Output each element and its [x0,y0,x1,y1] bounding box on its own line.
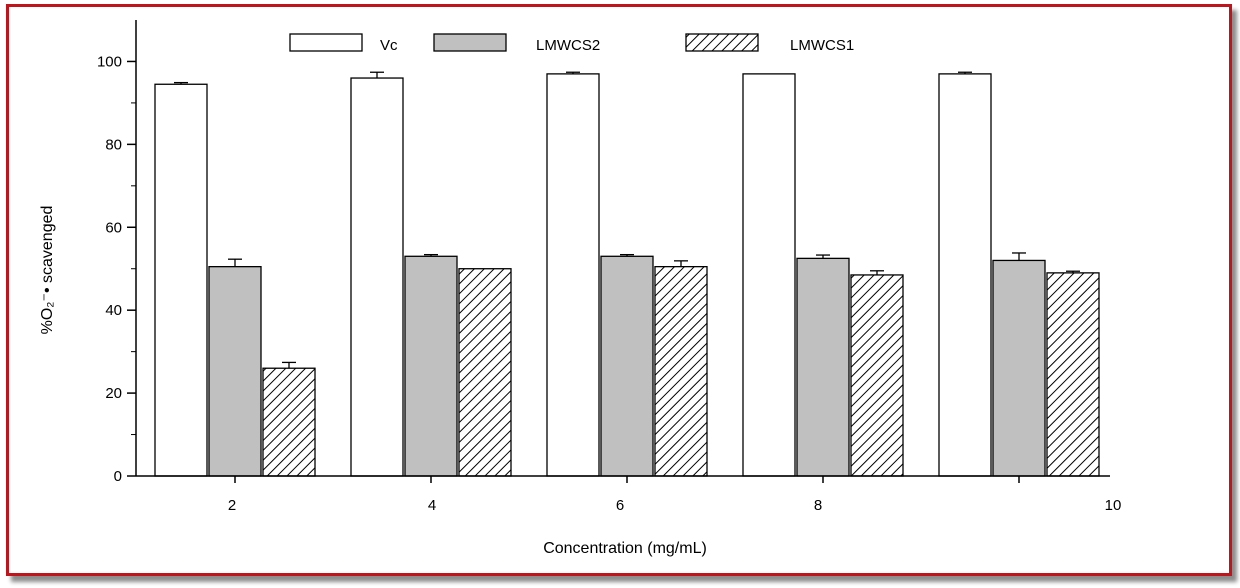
bar-lmwcs2-2 [208,266,262,477]
bar-vc-6 [546,73,600,477]
bar-vc-2 [154,83,208,477]
x-tick-label: 6 [616,497,624,514]
x-tick-label: 8 [814,497,822,514]
legend: Vc LMWCS2 LMWCS1 [289,33,854,54]
legend-label-lmwcs1: LMWCS1 [790,37,854,54]
legend-swatch-lmwcs2 [433,33,507,52]
bar-lmwcs2-6 [600,255,654,477]
y-axis-title: %O₂⁻• scavenged [39,206,56,335]
y-tick-label: 100 [97,53,122,70]
legend-swatch-vc [289,33,363,52]
legend-label-lmwcs2: LMWCS2 [536,37,600,54]
x-tick-label: 4 [428,497,436,514]
x-ticks: 2 4 6 8 10 [228,476,1122,514]
y-tick-label: 40 [105,302,122,319]
bar-lmwcs1-6 [654,266,708,477]
bar-vc-4 [350,77,404,477]
y-tick-label: 80 [105,136,122,153]
legend-swatch-lmwcs1 [685,33,759,52]
y-ticks: 0 20 40 60 80 100 [97,53,136,485]
bar-lmwcs1-4 [458,268,512,477]
x-tick-label: 10 [1105,497,1122,514]
legend-label-vc: Vc [380,37,398,54]
bar-lmwcs2-4 [404,255,458,477]
bar-vc-8 [742,73,796,477]
x-tick-label: 2 [228,497,236,514]
y-tick-label: 60 [105,219,122,236]
bar-lmwcs2-8 [796,257,850,477]
bar-lmwcs2-10 [992,259,1046,477]
bar-lmwcs1-10 [1046,272,1100,477]
bar-lmwcs1-2 [262,367,316,477]
bars-group [154,71,1100,477]
bar-lmwcs1-8 [850,274,904,477]
x-axis-title: Concentration (mg/mL) [543,540,707,557]
y-tick-label: 0 [114,468,122,485]
bar-vc-10 [938,73,992,477]
axes [135,20,1110,477]
y-tick-label: 20 [105,385,122,402]
